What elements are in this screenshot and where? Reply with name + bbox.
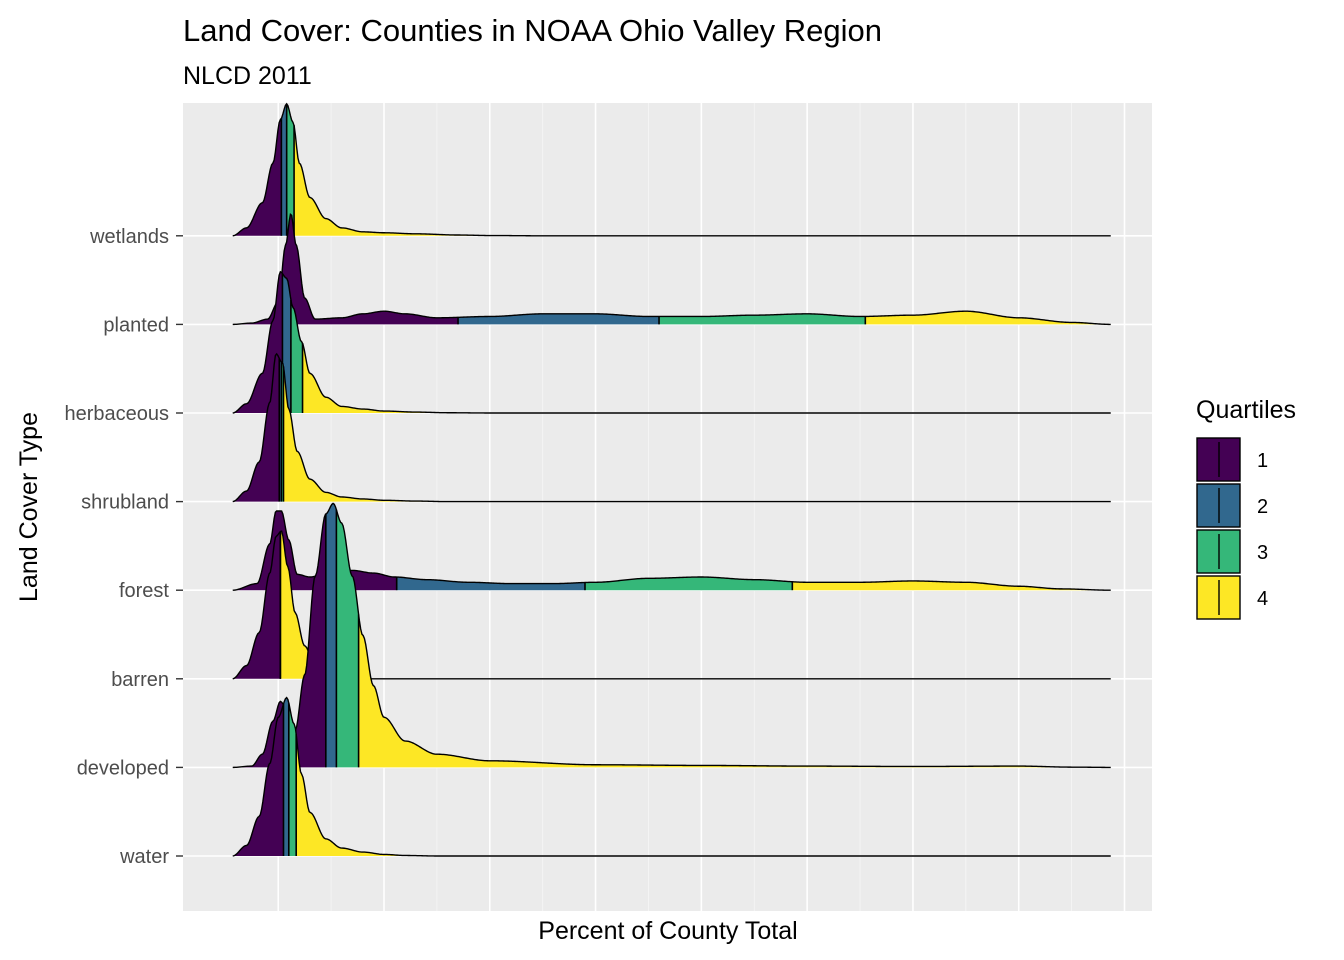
density-outline	[232, 696, 1111, 857]
density-outline	[232, 270, 1111, 414]
quartile-2-area	[325, 503, 337, 768]
ridge-developed	[232, 502, 1111, 769]
legend-key-1: 1	[1196, 437, 1268, 482]
quartile-3-area	[336, 509, 359, 768]
y-axis-ticks: wetlands planted herbaceous shrubland forest…	[64, 226, 183, 868]
density-outline	[232, 510, 1111, 591]
quartile-4-area	[792, 580, 1111, 591]
y-tick-label: water	[119, 846, 169, 868]
y-tick-label: forest	[119, 580, 169, 602]
y-tick-label: developed	[77, 757, 169, 779]
ridges	[232, 102, 1111, 857]
legend-key-3: 3	[1196, 529, 1268, 574]
quartile-3-area	[286, 103, 295, 236]
y-tick-label: planted	[103, 314, 169, 336]
quartile-1-area	[232, 513, 326, 768]
legend-label: 3	[1257, 542, 1268, 564]
legend-label: 2	[1257, 496, 1268, 518]
y-tick-label: wetlands	[89, 226, 169, 248]
y-axis-title: Land Cover Type	[15, 412, 43, 602]
ridge-shrubland	[232, 352, 1111, 503]
density-outline	[232, 502, 1111, 769]
plot-panel	[183, 103, 1152, 911]
quartile-2-area	[283, 697, 289, 856]
legend: Quartiles 1 2 3 4	[1196, 396, 1296, 620]
quartile-1-area	[232, 703, 284, 856]
y-tick-label: shrubland	[81, 492, 169, 514]
x-axis-title: Percent of County Total	[538, 917, 797, 945]
chart-title: Land Cover: Counties in NOAA Ohio Valley…	[183, 13, 882, 48]
y-tick-label: barren	[111, 669, 169, 691]
legend-label: 1	[1257, 450, 1268, 472]
quartile-3-area	[584, 577, 793, 591]
density-outline	[232, 352, 1111, 503]
quartile-1-area	[232, 118, 282, 236]
density-outline	[232, 212, 1111, 326]
legend-key-4: 4	[1196, 575, 1268, 620]
legend-keys: 1 2 3 4	[1196, 437, 1268, 620]
ridge-wetlands	[232, 102, 1111, 237]
density-outline	[232, 102, 1111, 237]
legend-label: 4	[1257, 588, 1268, 610]
quartile-2-area	[458, 313, 660, 325]
legend-title: Quartiles	[1196, 396, 1296, 424]
ridge-barren	[232, 530, 1111, 680]
quartile-2-area	[281, 103, 287, 236]
quartile-1-area	[232, 271, 283, 413]
quartile-3-area	[290, 299, 303, 413]
ridge-water	[232, 696, 1111, 857]
quartile-1-area	[232, 531, 281, 679]
quartile-1-area	[232, 353, 280, 502]
density-outline	[232, 530, 1111, 680]
y-tick-label: herbaceous	[64, 403, 169, 425]
quartile-3-area	[288, 702, 297, 856]
legend-key-2: 2	[1196, 483, 1268, 528]
chart-subtitle: NLCD 2011	[183, 62, 312, 90]
